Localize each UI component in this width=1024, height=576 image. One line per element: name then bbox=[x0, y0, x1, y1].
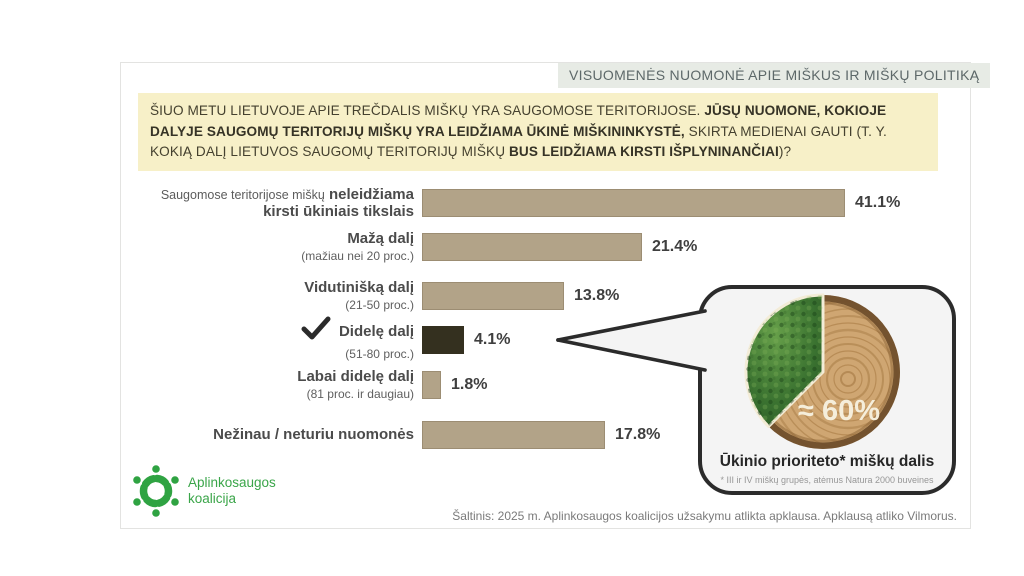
bar-value: 21.4% bbox=[652, 238, 698, 255]
bar-row: Saugomose teritorijose miškų neleidžiama… bbox=[138, 181, 948, 225]
pie-chart: ≈ 60% bbox=[744, 293, 900, 449]
question-text-bold: BUS LEIDŽIAMA KIRSTI IŠPLYNINANČIAI bbox=[509, 144, 779, 160]
callout-footnote: * III ir IV miškų grupės, atėmus Natura … bbox=[720, 475, 934, 485]
bar-21-percent bbox=[422, 233, 642, 261]
bar-41-percent bbox=[422, 189, 845, 217]
source-note: Šaltinis: 2025 m. Aplinkosaugos koalicij… bbox=[452, 509, 957, 523]
checkmark-icon bbox=[301, 316, 331, 344]
bar-value: 17.8% bbox=[615, 426, 661, 443]
question-text: ŠIUO METU LIETUVOJE APIE TREČDALIS MIŠKŲ… bbox=[150, 103, 705, 118]
bar-label-bold: kirsti ūkiniais tikslais bbox=[263, 203, 414, 220]
bar-row: Nežinau / neturiu nuomonės 17.8% bbox=[138, 413, 948, 457]
bar-label-bold: neleidžiama bbox=[328, 185, 414, 203]
bar-4-percent-highlighted bbox=[422, 326, 464, 354]
callout-caption: Ūkinio prioriteto* miškų dalis bbox=[719, 453, 935, 470]
bar-13-percent bbox=[422, 282, 564, 310]
question-text: )? bbox=[778, 144, 792, 160]
bar-label: Labai didelę dalį (81 proc. ir daugiau) bbox=[297, 368, 414, 401]
bar-label: Nežinau / neturiu nuomonės bbox=[213, 426, 414, 444]
pie-percentage-label: ≈ 60% bbox=[798, 395, 880, 427]
page-title: VISUOMENĖS NUOMONĖ APIE MIŠKUS IR MIŠKŲ … bbox=[558, 63, 991, 88]
bar-value: 4.1% bbox=[474, 331, 511, 348]
bar-row: Labai didelę dalį (81 proc. ir daugiau) … bbox=[138, 363, 948, 407]
bar-label: Vidutinišką dalį (21-50 proc.) bbox=[304, 279, 414, 312]
bar-row-highlighted: Didelę dalį (51-80 proc.) 4.1% bbox=[138, 316, 948, 362]
main-card: VISUOMENĖS NUOMONĖ APIE MIŠKUS IR MIŠKŲ … bbox=[120, 62, 991, 529]
bar-label: Saugomose teritorijose miškų neleidžiama… bbox=[138, 186, 414, 221]
question-box: ŠIUO METU LIETUVOJE APIE TREČDALIS MIŠKŲ… bbox=[138, 93, 938, 171]
question-text-bold: JŪSŲ NUOMONE, KOKIOJE DALYJE SAUGOMŲ TER… bbox=[150, 103, 887, 139]
bar-value: 13.8% bbox=[574, 287, 620, 304]
callout-bubble: ≈ 60% Ūkinio prioriteto* miškų dalis * I… bbox=[698, 285, 956, 495]
bar-label: Mažą dalį (mažiau nei 20 proc.) bbox=[301, 230, 414, 263]
bar-row: Mažą dalį (mažiau nei 20 proc.) 21.4% bbox=[138, 225, 948, 269]
bar-value: 1.8% bbox=[451, 376, 488, 393]
coalition-logo-text: Aplinkosaugos koalicija bbox=[188, 475, 276, 506]
question-text: SKIRTA MEDIENAI GAUTI (T. Y. KOKIĄ DALĮ … bbox=[150, 123, 887, 160]
coalition-logo-icon bbox=[133, 465, 179, 517]
bar-label-bold: Didelę dalį bbox=[338, 323, 414, 341]
bar-label-prefix: Saugomose teritorijose miškų bbox=[160, 187, 325, 202]
bar-1-percent bbox=[422, 371, 441, 399]
organization-logo: Aplinkosaugos koalicija bbox=[131, 461, 276, 521]
bar-label: Didelę dalį (51-80 proc.) bbox=[138, 316, 414, 362]
bar-row: Vidutinišką dalį (21-50 proc.) 13.8% bbox=[138, 274, 948, 318]
forest-texture bbox=[745, 295, 823, 427]
bar-value: 41.1% bbox=[855, 194, 901, 211]
bar-17-percent bbox=[422, 421, 605, 449]
